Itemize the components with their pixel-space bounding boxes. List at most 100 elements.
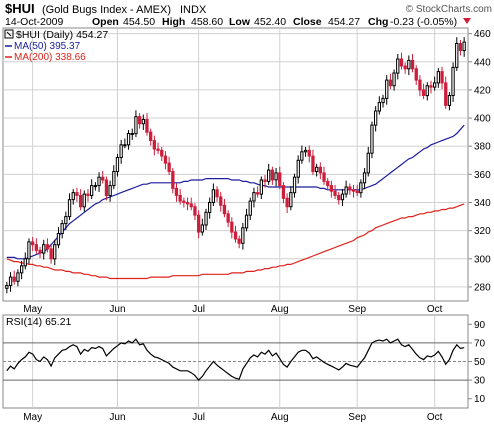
candle-body bbox=[163, 155, 168, 164]
candle bbox=[410, 54, 415, 73]
candle bbox=[20, 260, 24, 280]
candle-body bbox=[45, 244, 50, 250]
candle bbox=[237, 235, 241, 249]
candle bbox=[163, 151, 168, 170]
candle-body bbox=[38, 249, 42, 254]
candle bbox=[27, 238, 31, 264]
candle-body bbox=[399, 58, 404, 67]
ma200-series bbox=[6, 203, 465, 280]
candle bbox=[149, 128, 153, 146]
candle-body bbox=[451, 66, 455, 97]
candle bbox=[333, 184, 337, 199]
candle bbox=[344, 180, 348, 198]
price-axis: 280 300 320 340 360 380 400 420 440 460 bbox=[468, 29, 491, 293]
candle-body bbox=[53, 244, 57, 260]
candle-body bbox=[141, 119, 145, 125]
candle bbox=[285, 193, 289, 214]
candle-body bbox=[31, 241, 35, 246]
candle-body bbox=[410, 59, 415, 70]
candle-body bbox=[374, 110, 378, 126]
candle bbox=[388, 73, 393, 90]
candle-body bbox=[204, 211, 208, 226]
candle-body bbox=[414, 68, 418, 81]
candle-body bbox=[370, 124, 374, 154]
candle-body bbox=[23, 258, 27, 267]
candle bbox=[126, 130, 131, 150]
candle bbox=[56, 227, 61, 249]
month-label: Oct bbox=[427, 304, 443, 315]
rsi-tick-label: 70 bbox=[474, 338, 486, 349]
index-name: (Gold Bugs Index - AMEX) bbox=[42, 4, 171, 16]
exchange-label: INDX bbox=[180, 4, 207, 16]
candle bbox=[90, 179, 94, 199]
candle-body bbox=[104, 179, 109, 196]
candle-body bbox=[311, 155, 315, 173]
candle-body bbox=[455, 43, 459, 68]
candle-body bbox=[149, 131, 153, 142]
candle-body bbox=[355, 190, 359, 194]
candle-body bbox=[385, 79, 389, 99]
candle-body bbox=[12, 276, 16, 282]
candle bbox=[340, 189, 345, 207]
candle bbox=[204, 208, 208, 230]
candle-body bbox=[112, 171, 116, 187]
candle bbox=[244, 208, 249, 232]
candle bbox=[348, 183, 352, 195]
candle-body bbox=[75, 192, 79, 196]
candle bbox=[160, 146, 164, 161]
candle bbox=[396, 54, 400, 80]
candle-body bbox=[79, 195, 83, 208]
candle-body bbox=[211, 189, 215, 204]
candle-body bbox=[322, 172, 326, 182]
candle-body bbox=[263, 179, 267, 182]
price-tick-label: 380 bbox=[474, 142, 491, 153]
candle bbox=[171, 168, 175, 194]
price-tick-label: 440 bbox=[474, 57, 491, 68]
candle bbox=[436, 68, 441, 88]
candle-body bbox=[174, 187, 179, 196]
candle-body bbox=[300, 151, 304, 161]
rsi-tick-label: 50 bbox=[474, 357, 486, 368]
candle-body bbox=[447, 95, 452, 106]
candle bbox=[329, 180, 334, 198]
candle bbox=[377, 96, 382, 115]
down-arrow-icon bbox=[463, 18, 471, 24]
candle bbox=[200, 218, 204, 236]
month-label: Aug bbox=[271, 304, 289, 315]
candle-body bbox=[351, 189, 356, 192]
candle-body bbox=[152, 140, 156, 150]
candle bbox=[141, 114, 145, 131]
rsi-axis: 10 30 50 70 90 bbox=[468, 320, 486, 405]
candle bbox=[281, 182, 286, 204]
candle bbox=[12, 270, 16, 285]
candle bbox=[385, 75, 389, 105]
candle-body bbox=[167, 162, 171, 173]
candle bbox=[455, 37, 459, 71]
rsi-legend: RSI(14) 65.21 bbox=[6, 316, 72, 328]
candle-body bbox=[185, 202, 190, 205]
candle bbox=[152, 135, 156, 156]
candle-body bbox=[8, 276, 13, 287]
candle-body bbox=[222, 204, 227, 215]
candle bbox=[222, 198, 227, 218]
candle-body bbox=[215, 189, 219, 198]
candle-body bbox=[326, 180, 330, 187]
candle-body bbox=[296, 159, 300, 178]
candle-body bbox=[270, 169, 275, 181]
candle bbox=[381, 94, 385, 108]
candle bbox=[256, 186, 260, 198]
candle-body bbox=[388, 79, 393, 87]
candle-body bbox=[359, 182, 363, 194]
candle-body bbox=[318, 166, 323, 174]
month-label: May bbox=[23, 412, 42, 423]
candle-body bbox=[267, 169, 271, 182]
candle bbox=[23, 252, 27, 270]
candle-body bbox=[56, 233, 61, 246]
candle bbox=[174, 183, 179, 202]
price-tick-label: 340 bbox=[474, 198, 491, 209]
candle-body bbox=[433, 82, 437, 88]
chg-value: -0.23 (-0.05%) bbox=[390, 16, 457, 28]
open-value: 454.50 bbox=[123, 16, 155, 28]
